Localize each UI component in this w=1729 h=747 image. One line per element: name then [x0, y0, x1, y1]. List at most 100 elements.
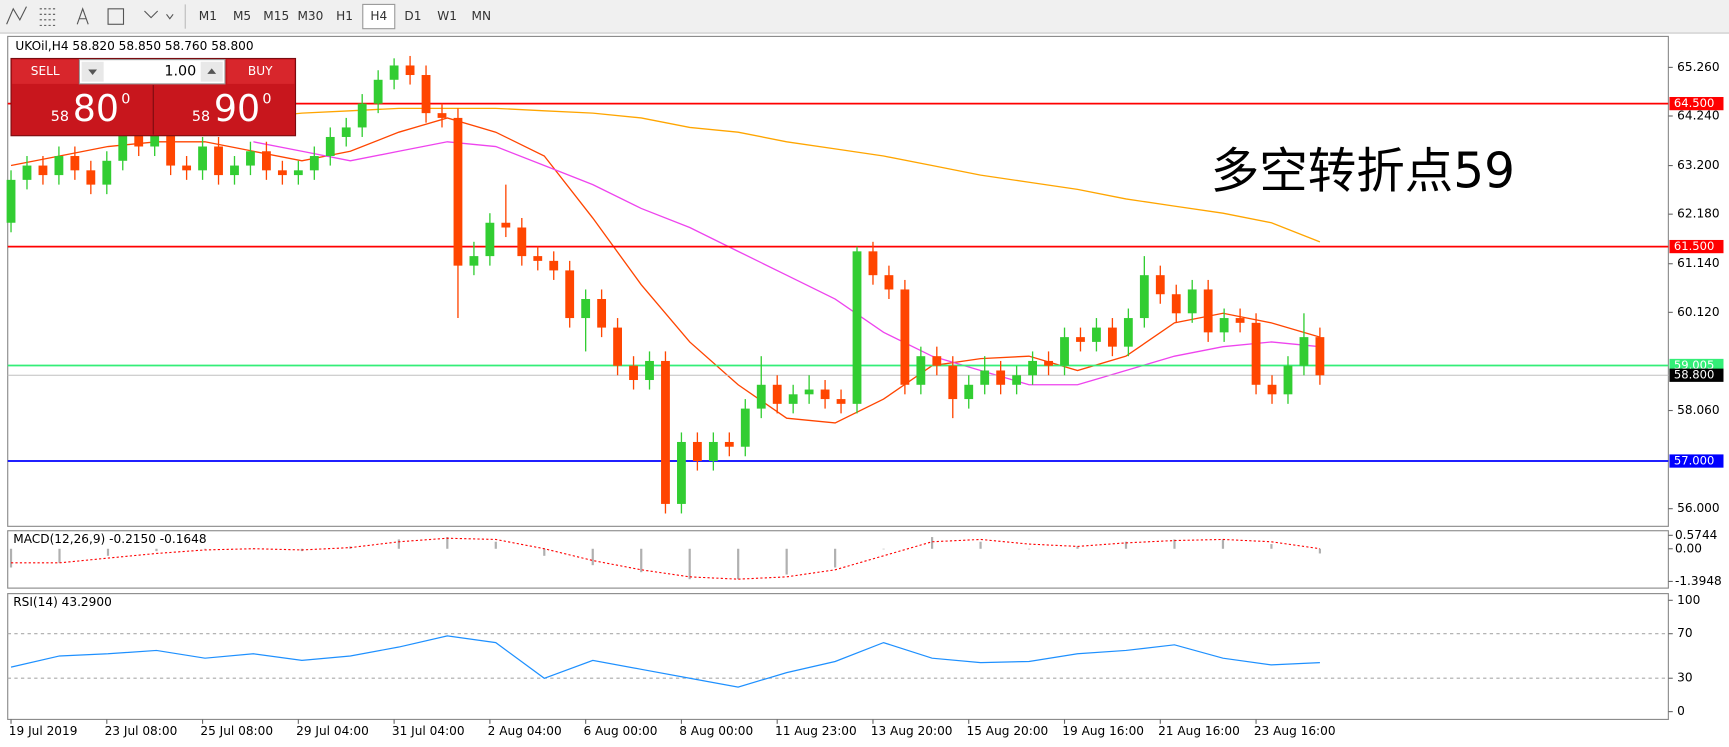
- timeframe-label[interactable]: M15: [263, 9, 289, 23]
- candle-body: [1171, 294, 1181, 314]
- macd-bar: [979, 541, 982, 549]
- x-tick-label: 23 Jul 08:00: [105, 724, 178, 738]
- candle-body: [1044, 360, 1053, 366]
- buy-price-big[interactable]: 58: [192, 109, 210, 125]
- x-tick-label: 31 Jul 04:00: [392, 724, 465, 738]
- tool-icons: [6, 4, 186, 29]
- annotation: 多空转折点59: [1211, 143, 1515, 199]
- candle-body: [756, 384, 766, 409]
- candle-body: [708, 441, 718, 462]
- timeframe-button[interactable]: [260, 4, 293, 29]
- candle-body: [437, 113, 447, 118]
- timeframe-label[interactable]: H4: [370, 9, 387, 23]
- y-tick-label: 58.060: [1677, 403, 1719, 417]
- candle-body: [996, 370, 1006, 385]
- candle-body: [724, 441, 734, 447]
- sell-price-big[interactable]: 58: [51, 109, 69, 125]
- y-tick-label: 30: [1677, 671, 1692, 685]
- icon-text: [76, 7, 89, 25]
- candle-body: [1107, 327, 1117, 347]
- timeframe-label[interactable]: MN: [472, 9, 492, 23]
- timeframe-button[interactable]: [328, 4, 361, 29]
- icon-lines: [39, 8, 58, 26]
- buy-button[interactable]: [227, 59, 295, 84]
- x-tick-label: 6 Aug 00:00: [583, 724, 657, 738]
- x-tick-label: 8 Aug 00:00: [679, 724, 753, 738]
- level-label: 57.000: [1674, 454, 1715, 468]
- y-tick-label: 60.120: [1677, 305, 1719, 319]
- sell-button[interactable]: [12, 59, 79, 84]
- timeframe-button[interactable]: [362, 3, 396, 30]
- macd-bar: [1270, 544, 1273, 549]
- candle-body: [1315, 337, 1325, 376]
- candle-body: [262, 151, 271, 171]
- candle-body: [118, 127, 128, 161]
- macd-bar: [1076, 546, 1079, 549]
- candle-body: [6, 179, 16, 223]
- y-tick-label: 64.240: [1677, 108, 1719, 122]
- y-tick-label: 61.140: [1677, 256, 1719, 270]
- timeframe-label[interactable]: H1: [336, 9, 353, 23]
- timeframe-button[interactable]: [191, 4, 224, 29]
- timeframe-button[interactable]: [396, 4, 429, 29]
- candle-body: [964, 384, 974, 400]
- candle-body: [932, 356, 942, 366]
- volume-value[interactable]: 1.00: [164, 64, 196, 80]
- candle-body: [357, 103, 367, 128]
- buy-label[interactable]: BUY: [248, 64, 273, 78]
- y-tick-label: 63.200: [1677, 158, 1719, 172]
- candle-body: [820, 389, 830, 400]
- moving-average: [253, 107, 1321, 243]
- timeframe-button[interactable]: [294, 4, 327, 29]
- candle-body: [70, 156, 80, 171]
- timeframe-button[interactable]: [431, 4, 464, 29]
- candle-body: [38, 165, 48, 176]
- macd-bar: [1173, 539, 1176, 549]
- down-arrow: [88, 69, 98, 76]
- timeframe-label[interactable]: M30: [297, 9, 323, 23]
- candle-body: [788, 394, 798, 404]
- timeframe-button[interactable]: [226, 4, 259, 29]
- candle-body: [405, 65, 415, 76]
- candle-body: [469, 256, 479, 266]
- candle-body: [134, 127, 144, 147]
- sell-label[interactable]: SELL: [31, 64, 60, 78]
- level-label-box: [1669, 239, 1724, 254]
- timeframe-button[interactable]: [465, 4, 498, 29]
- candle-body: [22, 165, 32, 180]
- buy-price-sup[interactable]: 0: [262, 91, 271, 107]
- x-tick-label: 29 Jul 04:00: [296, 724, 369, 738]
- timeframe-label[interactable]: M1: [199, 9, 217, 23]
- sell-price-main[interactable]: 80: [73, 87, 119, 130]
- sell-price-sup[interactable]: 0: [121, 91, 130, 107]
- icon-label: [107, 8, 125, 25]
- timeframe-label[interactable]: W1: [437, 9, 457, 23]
- macd-bar: [446, 537, 449, 549]
- candle-body: [1123, 318, 1133, 347]
- candle-body: [182, 165, 192, 171]
- macd-bar: [1318, 548, 1322, 554]
- level-label: 58.800: [1674, 368, 1715, 382]
- candle-body: [900, 289, 910, 385]
- toolbar: [0, 0, 1729, 34]
- candle-body: [230, 165, 239, 176]
- buy-price-main[interactable]: 90: [214, 87, 260, 130]
- candle-body: [102, 160, 112, 185]
- candle-body: [1235, 318, 1245, 323]
- timeframe-label[interactable]: D1: [404, 9, 421, 23]
- macd-bar: [930, 537, 934, 549]
- macd-bar: [640, 548, 643, 573]
- candle-body: [198, 146, 207, 171]
- y-tick-label: 0.5744: [1675, 528, 1718, 542]
- candle-body: [836, 399, 846, 404]
- macd-bar: [494, 541, 497, 549]
- macd-bar: [785, 548, 788, 575]
- candle-body: [740, 408, 750, 447]
- macd-bar: [1124, 541, 1128, 549]
- candle-body: [852, 251, 862, 404]
- candle-body: [485, 222, 495, 257]
- macd-bar: [397, 539, 400, 549]
- timeframe-label[interactable]: M5: [233, 9, 251, 23]
